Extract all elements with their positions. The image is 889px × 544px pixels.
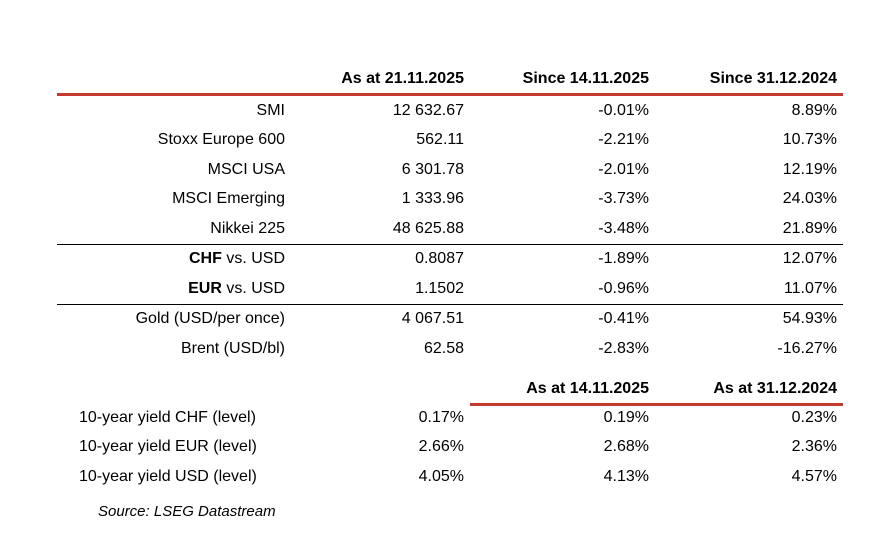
value-change-week: -0.96% bbox=[598, 279, 649, 297]
table2-header-row: As at 14.11.2025 As at 31.12.2024 bbox=[57, 375, 843, 406]
value-level: 12 632.67 bbox=[392, 101, 464, 119]
row-label: Gold (USD/per once) bbox=[57, 305, 295, 335]
row-label: 10-year yield EUR (level) bbox=[79, 438, 257, 456]
table-row-10y-yield-eur: 10-year yield EUR (level) 2.66% 2.68% 2.… bbox=[57, 433, 843, 463]
value-yield-prev-week: 0.19% bbox=[603, 408, 649, 426]
table2-header-empty bbox=[57, 375, 295, 403]
yields-table: As at 14.11.2025 As at 31.12.2024 10-yea… bbox=[57, 375, 843, 492]
row-label-text: Stoxx Europe 600 bbox=[157, 131, 285, 149]
value-level: 1 333.96 bbox=[401, 190, 464, 208]
value-change-ytd: 21.89% bbox=[782, 219, 837, 237]
value-level: 6 301.78 bbox=[401, 160, 464, 178]
value-change-week: -2.01% bbox=[598, 160, 649, 178]
value-change-week: -0.01% bbox=[598, 101, 649, 119]
row-label-text: vs. USD bbox=[221, 250, 285, 268]
value-yield-current: 4.05% bbox=[418, 467, 464, 485]
table-row-nikkei-225: Nikkei 225 48 625.88 -3.48% 21.89% bbox=[57, 214, 843, 245]
value-change-week: -2.83% bbox=[598, 339, 649, 357]
value-change-ytd: 54.93% bbox=[782, 310, 837, 328]
row-label-bold: CHF bbox=[188, 250, 222, 268]
row-label-text: MSCI Emerging bbox=[172, 190, 285, 208]
value-change-week: -3.48% bbox=[598, 219, 649, 237]
table-row-10y-yield-usd: 10-year yield USD (level) 4.05% 4.13% 4.… bbox=[57, 462, 843, 492]
row-label: Stoxx Europe 600 bbox=[57, 126, 295, 156]
value-level: 4 067.51 bbox=[401, 310, 464, 328]
table2-header-asat-14-11-2025: As at 14.11.2025 bbox=[470, 375, 655, 406]
value-change-ytd: -16.27% bbox=[777, 339, 837, 357]
value-change-week: -1.89% bbox=[598, 250, 649, 268]
value-yield-current: 2.66% bbox=[418, 438, 464, 456]
row-label-text: Nikkei 225 bbox=[210, 219, 285, 237]
value-level: 0.8087 bbox=[415, 250, 464, 268]
value-change-ytd: 12.19% bbox=[782, 160, 837, 178]
row-label: 10-year yield USD (level) bbox=[79, 467, 257, 485]
row-label-bold: EUR bbox=[188, 279, 222, 297]
table-row-msci-usa: MSCI USA 6 301.78 -2.01% 12.19% bbox=[57, 155, 843, 185]
row-label-text: SMI bbox=[256, 101, 285, 119]
value-yield-year-end: 4.57% bbox=[791, 467, 837, 485]
value-level: 62.58 bbox=[423, 339, 464, 357]
table1-header-since-14-11-2025: Since 14.11.2025 bbox=[522, 70, 649, 87]
table-row-stoxx-europe-600: Stoxx Europe 600 562.11 -2.21% 10.73% bbox=[57, 126, 843, 156]
row-label: CHF vs. USD bbox=[57, 245, 295, 275]
row-label-text: Gold (USD/per once) bbox=[135, 310, 285, 328]
value-level: 562.11 bbox=[416, 131, 464, 149]
row-label: Brent (USD/bl) bbox=[57, 334, 295, 364]
table1-header-row: As at 21.11.2025 Since 14.11.2025 Since … bbox=[57, 65, 843, 96]
value-change-week: -0.41% bbox=[598, 310, 649, 328]
table2-header-asat-31-12-2024: As at 31.12.2024 bbox=[655, 375, 843, 406]
value-change-week: -2.21% bbox=[598, 131, 649, 149]
value-change-ytd: 12.07% bbox=[782, 250, 837, 268]
value-yield-year-end: 2.36% bbox=[791, 438, 837, 456]
row-label: MSCI USA bbox=[57, 155, 295, 185]
table-row-10y-yield-chf: 10-year yield CHF (level) 0.17% 0.19% 0.… bbox=[57, 403, 843, 433]
row-label-text: vs. USD bbox=[221, 279, 285, 297]
value-yield-current: 0.17% bbox=[418, 408, 464, 426]
row-label: 10-year yield CHF (level) bbox=[79, 408, 256, 426]
row-label-text: MSCI USA bbox=[207, 160, 285, 178]
value-change-ytd: 10.73% bbox=[782, 131, 837, 149]
table-row-chf-vs-usd: CHF vs. USD 0.8087 -1.89% 12.07% bbox=[57, 245, 843, 275]
value-yield-prev-week: 4.13% bbox=[603, 467, 649, 485]
row-label: Nikkei 225 bbox=[57, 214, 295, 244]
row-label: EUR vs. USD bbox=[57, 274, 295, 304]
table1-header-asat-21-11-2025: As at 21.11.2025 bbox=[341, 70, 464, 87]
row-label-text: Brent (USD/bl) bbox=[180, 339, 285, 357]
row-label: SMI bbox=[57, 96, 295, 126]
value-level: 1.1502 bbox=[415, 279, 464, 297]
market-table: As at 21.11.2025 Since 14.11.2025 Since … bbox=[57, 65, 843, 364]
table-row-gold: Gold (USD/per once) 4 067.51 -0.41% 54.9… bbox=[57, 305, 843, 335]
table2-header-empty2 bbox=[295, 375, 470, 403]
value-change-ytd: 11.07% bbox=[783, 279, 837, 297]
table1-header-since-31-12-2024: Since 31.12.2024 bbox=[709, 70, 837, 87]
value-yield-prev-week: 2.68% bbox=[603, 438, 649, 456]
value-change-week: -3.73% bbox=[598, 190, 649, 208]
table-row-smi: SMI 12 632.67 -0.01% 8.89% bbox=[57, 96, 843, 126]
source-note: Source: LSEG Datastream bbox=[98, 503, 276, 520]
table-row-brent: Brent (USD/bl) 62.58 -2.83% -16.27% bbox=[57, 334, 843, 364]
table-row-msci-emerging: MSCI Emerging 1 333.96 -3.73% 24.03% bbox=[57, 185, 843, 215]
table-row-eur-vs-usd: EUR vs. USD 1.1502 -0.96% 11.07% bbox=[57, 274, 843, 305]
value-level: 48 625.88 bbox=[392, 219, 464, 237]
value-change-ytd: 24.03% bbox=[782, 190, 837, 208]
value-change-ytd: 8.89% bbox=[791, 101, 837, 119]
row-label: MSCI Emerging bbox=[57, 185, 295, 215]
value-yield-year-end: 0.23% bbox=[791, 408, 837, 426]
table1-header-empty bbox=[57, 65, 295, 93]
